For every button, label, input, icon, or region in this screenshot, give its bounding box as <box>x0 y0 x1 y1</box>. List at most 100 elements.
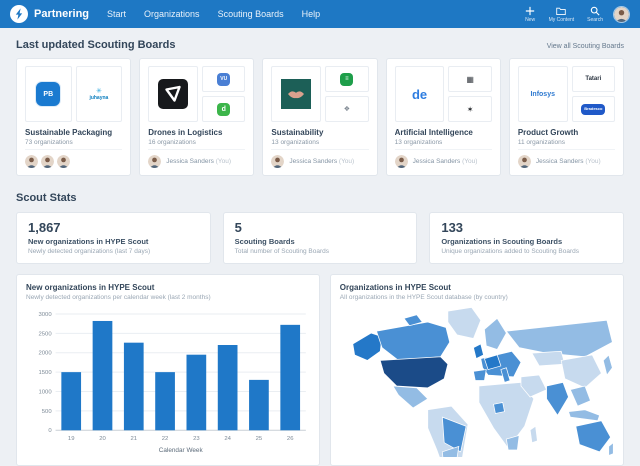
org-logo-tile: ▦ <box>448 66 492 92</box>
org-logo-tile: de <box>394 66 445 122</box>
map-chart-subtitle: All organizations in the HYPE Scout data… <box>339 294 508 301</box>
board-logo-grid: VU d <box>148 66 246 122</box>
svg-text:2500: 2500 <box>38 331 52 337</box>
app-brand: Partnering <box>34 8 90 20</box>
svg-text:20: 20 <box>99 436 106 442</box>
svg-text:1000: 1000 <box>38 389 52 395</box>
nav-menu: Start Organizations Scouting Boards Help <box>107 9 525 19</box>
org-logo-tile: ✶ <box>448 96 492 122</box>
board-title: Drones in Logistics <box>148 128 223 137</box>
stat-card-scouting-boards: 5 Scouting Boards Total number of Scouti… <box>222 212 418 264</box>
nav-action-label: Search <box>587 17 603 23</box>
nav-item-scouting-boards[interactable]: Scouting Boards <box>217 9 284 19</box>
board-logo-grid: ≡ ❖ <box>271 66 369 122</box>
member-you-suffix: (You) <box>338 158 355 165</box>
board-org-count: 13 organizations <box>271 139 320 146</box>
stat-value: 5 <box>234 220 242 235</box>
org-logo-tile: ❖ <box>325 96 369 122</box>
search-icon <box>590 5 601 16</box>
nav-item-help[interactable]: Help <box>301 9 321 19</box>
board-card-artificial-intelligence[interactable]: de ▦ ✶ Artificial Intelligence 13 organizati… <box>385 58 501 176</box>
org-logo-tile: PB <box>25 66 72 122</box>
user-avatar-button[interactable] <box>613 5 630 23</box>
board-card-product-growth[interactable]: Infosys Tatari Bradesco Product Growth 11 or… <box>508 58 625 176</box>
svg-text:21: 21 <box>130 436 137 442</box>
member-avatar <box>517 155 531 168</box>
bar-chart-card: New organizations in HYPE Scout Newly de… <box>16 274 320 466</box>
board-title: Artificial Intelligence <box>394 128 473 137</box>
stats-row: 1,867 New organizations in HYPE Scout Ne… <box>16 212 625 264</box>
member-avatar <box>271 155 285 168</box>
org-logo-tile: ✳ juhayna <box>75 66 123 122</box>
member-avatar <box>57 155 70 168</box>
stat-title: Organizations in Scouting Boards <box>441 237 563 246</box>
svg-text:25: 25 <box>256 436 263 442</box>
member-avatar <box>25 155 38 168</box>
svg-text:3000: 3000 <box>38 312 52 318</box>
board-members: Jessica Sanders (You) <box>148 149 246 168</box>
board-org-count: 16 organizations <box>148 139 196 146</box>
stat-title: New organizations in HYPE Scout <box>28 237 149 246</box>
board-members: Jessica Sanders (You) <box>394 149 492 168</box>
board-org-count: 13 organizations <box>394 139 443 146</box>
member-avatar <box>394 155 408 168</box>
svg-text:24: 24 <box>224 436 231 442</box>
nav-action-label: My Content <box>548 17 575 23</box>
nav-action-my-content[interactable]: My Content <box>548 5 575 23</box>
stat-value: 133 <box>441 220 464 235</box>
nav-item-start[interactable]: Start <box>107 9 127 19</box>
map-chart-title: Organizations in HYPE Scout <box>339 283 451 292</box>
map-chart-card: Organizations in HYPE Scout All organiza… <box>329 274 624 466</box>
stats-section-title: Scout Stats <box>16 192 77 204</box>
nav-action-new[interactable]: New <box>525 5 536 23</box>
nav-action-search[interactable]: Search <box>587 5 603 23</box>
svg-text:19: 19 <box>68 436 75 442</box>
board-members <box>25 149 123 168</box>
board-logo-grid: de ▦ ✶ <box>394 66 492 122</box>
svg-text:23: 23 <box>193 436 200 442</box>
member-you-suffix: (You) <box>462 158 478 165</box>
org-logo-tile: Tatari <box>571 66 615 92</box>
bar-chart-subtitle: Newly detected organizations per calenda… <box>26 294 211 301</box>
boards-section-title: Last updated Scouting Boards <box>16 39 176 51</box>
plus-icon <box>525 5 536 16</box>
board-card-sustainable-packaging[interactable]: PB ✳ juhayna Sustainable Packaging 73 organi… <box>16 58 132 176</box>
view-all-boards-link[interactable]: View all Scouting Boards <box>546 43 624 50</box>
svg-text:2000: 2000 <box>38 351 52 357</box>
top-nav: Partnering Start Organizations Scouting Bo… <box>0 0 640 28</box>
member-name: Jessica Sanders (You) <box>166 158 232 165</box>
board-title: Product Growth <box>517 128 579 137</box>
board-members: Jessica Sanders (You) <box>271 149 369 168</box>
board-logo-grid: Infosys Tatari Bradesco <box>517 66 615 122</box>
board-org-count: 73 organizations <box>25 139 73 146</box>
svg-text:500: 500 <box>42 409 53 415</box>
svg-text:0: 0 <box>48 428 52 434</box>
org-logo-tile <box>271 66 322 122</box>
app-logo-icon <box>10 5 28 23</box>
svg-text:Calendar Week: Calendar Week <box>159 447 204 454</box>
stat-title: Scouting Boards <box>234 237 295 246</box>
svg-text:22: 22 <box>162 436 169 442</box>
org-logo-tile: ≡ <box>325 66 369 92</box>
svg-text:1500: 1500 <box>38 370 52 376</box>
org-logo-tile: d <box>202 96 246 122</box>
stat-card-orgs-in-boards: 133 Organizations in Scouting Boards Uni… <box>429 212 625 264</box>
member-name: Jessica Sanders (You) <box>412 158 478 165</box>
member-avatar <box>41 155 54 168</box>
board-org-count: 11 organizations <box>517 139 566 146</box>
member-avatar <box>148 155 162 168</box>
svg-text:26: 26 <box>287 436 294 442</box>
bar-chart-svg: 0 500 1000 1500 2000 2500 3000 19 20 21 22 23 24 25 26… <box>38 312 306 454</box>
board-members: Jessica Sanders (You) <box>517 149 616 168</box>
board-card-drones-in-logistics[interactable]: VU d Drones in Logistics 16 organizations Je… <box>139 58 255 176</box>
org-logo-tile <box>148 66 199 122</box>
board-title: Sustainability <box>271 128 324 137</box>
member-name: Jessica Sanders (You) <box>535 158 601 165</box>
nav-item-organizations[interactable]: Organizations <box>144 9 200 19</box>
stat-value: 1,867 <box>28 220 61 235</box>
stat-subtitle: Newly detected organizations (last 7 day… <box>28 248 151 255</box>
folder-icon <box>556 5 567 16</box>
board-card-sustainability[interactable]: ≡ ❖ Sustainability 13 organizations Jessica … <box>262 58 378 176</box>
org-logo-tile: VU <box>202 66 246 92</box>
board-title: Sustainable Packaging <box>25 128 113 137</box>
